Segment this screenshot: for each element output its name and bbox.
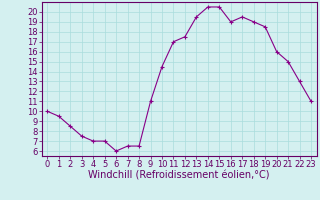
X-axis label: Windchill (Refroidissement éolien,°C): Windchill (Refroidissement éolien,°C) [88,171,270,181]
